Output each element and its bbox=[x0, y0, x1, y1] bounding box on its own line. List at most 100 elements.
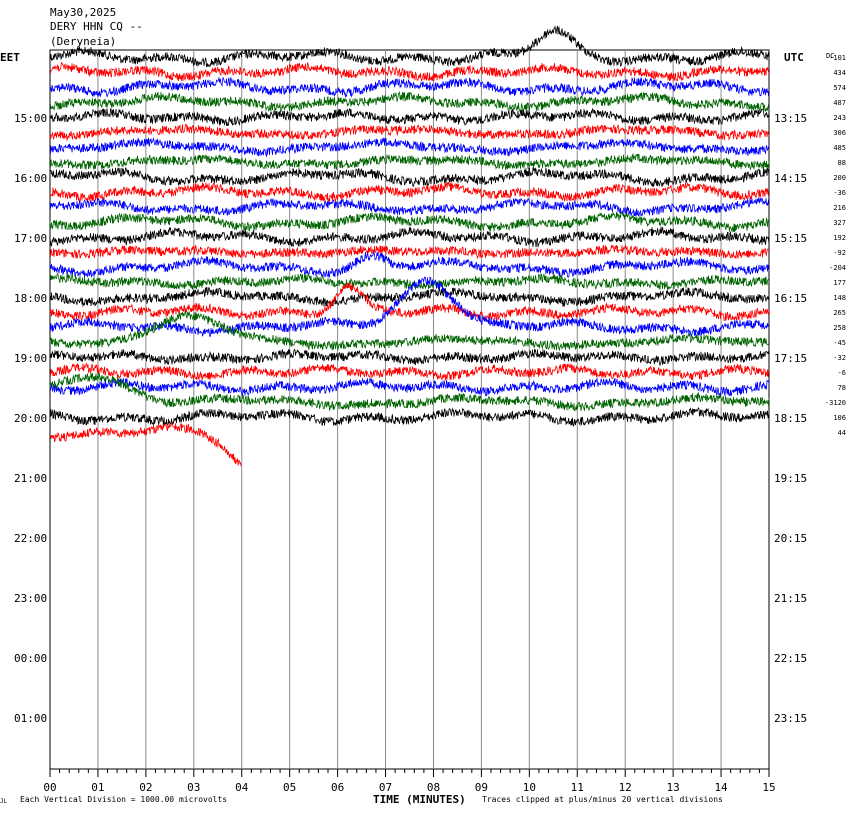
eet-hour-label: 20:00 bbox=[14, 412, 47, 425]
trace-2 bbox=[49, 76, 770, 99]
eet-hour-label: 01:00 bbox=[14, 712, 47, 725]
utc-hour-labels: 13:15 14:15 15:15 16:15 17:15 18:15 19:15 20:15… bbox=[774, 112, 807, 725]
trace-6 bbox=[49, 136, 770, 158]
x-tick-label: 13 bbox=[667, 781, 680, 794]
utc-hour-label: 20:15 bbox=[774, 532, 807, 545]
dc-offset-label: -32 bbox=[833, 354, 846, 362]
trace-16 bbox=[49, 286, 770, 308]
dc-offset-label: 78 bbox=[838, 384, 846, 392]
dc-offset-label: -204 bbox=[829, 264, 846, 272]
dc-offset-label: -101 bbox=[829, 54, 846, 62]
trace-0 bbox=[49, 25, 770, 68]
x-tick-label: 12 bbox=[619, 781, 632, 794]
utc-hour-label: 22:15 bbox=[774, 652, 807, 665]
eet-hour-label: 19:00 bbox=[14, 352, 47, 365]
utc-hour-label: 21:15 bbox=[774, 592, 807, 605]
x-tick-label: 09 bbox=[475, 781, 488, 794]
trace-8 bbox=[49, 167, 770, 188]
footer-clip-note: Traces clipped at plus/minus 20 vertical… bbox=[482, 795, 723, 804]
x-tick-label: 06 bbox=[331, 781, 344, 794]
footer-mark: JL bbox=[0, 798, 8, 805]
x-tick-label: 04 bbox=[235, 781, 249, 794]
eet-hour-label: 00:00 bbox=[14, 652, 47, 665]
eet-hour-label: 15:00 bbox=[14, 112, 47, 125]
utc-hour-label: 23:15 bbox=[774, 712, 807, 725]
header-date: May30,2025 bbox=[50, 6, 116, 19]
trace-23 bbox=[49, 372, 770, 412]
trace-14 bbox=[49, 250, 770, 279]
dc-offset-label: -92 bbox=[833, 249, 846, 257]
x-tick-label: 08 bbox=[427, 781, 440, 794]
dc-offset-label: 487 bbox=[833, 99, 846, 107]
trace-1 bbox=[49, 62, 770, 82]
trace-5 bbox=[49, 123, 770, 142]
dc-offset-label: -36 bbox=[833, 189, 846, 197]
trace-13 bbox=[49, 244, 770, 260]
dc-offset-label: 434 bbox=[833, 69, 846, 77]
trace-3 bbox=[49, 90, 770, 113]
eet-hour-label: 16:00 bbox=[14, 172, 47, 185]
dc-offset-label: 200 bbox=[833, 174, 846, 182]
utc-hour-label: 15:15 bbox=[774, 232, 807, 245]
dc-offset-label: 485 bbox=[833, 144, 846, 152]
header-station: DERY HHN CQ -- bbox=[50, 20, 143, 33]
trace-4 bbox=[49, 108, 770, 127]
timezone-left: EET bbox=[0, 51, 20, 64]
x-tick-label: 03 bbox=[187, 781, 200, 794]
utc-hour-label: 17:15 bbox=[774, 352, 807, 365]
eet-hour-labels: 15:00 16:00 17:00 18:00 19:00 20:00 21:00 22:00… bbox=[14, 112, 47, 725]
trace-10 bbox=[49, 197, 770, 217]
utc-hour-label: 14:15 bbox=[774, 172, 807, 185]
trace-12 bbox=[49, 226, 770, 248]
x-tick-label: 11 bbox=[571, 781, 584, 794]
x-tick-label: 07 bbox=[379, 781, 392, 794]
utc-hour-label: 16:15 bbox=[774, 292, 807, 305]
dc-label: DC bbox=[826, 52, 834, 60]
trace-17 bbox=[49, 282, 770, 322]
trace-15 bbox=[49, 273, 770, 290]
minute-grid bbox=[97, 50, 722, 769]
header-location: (Deryneia) bbox=[50, 35, 116, 48]
dc-offset-label: 177 bbox=[833, 279, 846, 287]
trace-18 bbox=[49, 276, 770, 338]
utc-hour-label: 13:15 bbox=[774, 112, 807, 125]
seismic-traces bbox=[49, 25, 770, 467]
dc-offset-label: 306 bbox=[833, 129, 846, 137]
x-tick-label: 00 bbox=[43, 781, 56, 794]
x-tick-label: 10 bbox=[523, 781, 536, 794]
dc-offset-label: -45 bbox=[833, 339, 846, 347]
eet-hour-label: 18:00 bbox=[14, 292, 47, 305]
dc-offset-label: 148 bbox=[833, 294, 846, 302]
x-tick-label: 05 bbox=[283, 781, 296, 794]
dc-offset-label: 265 bbox=[833, 309, 846, 317]
dc-offset-label: 44 bbox=[838, 429, 846, 437]
dc-offset-labels: -101 434 574 487 243 306 485 88 200 -36 216 327 192 -… bbox=[825, 54, 846, 437]
dc-offset-label: -6 bbox=[838, 369, 846, 377]
x-tick-label: 14 bbox=[714, 781, 728, 794]
eet-hour-label: 17:00 bbox=[14, 232, 47, 245]
timezone-right: UTC bbox=[784, 51, 804, 64]
utc-hour-label: 19:15 bbox=[774, 472, 807, 485]
trace-11 bbox=[49, 211, 770, 233]
trace-20 bbox=[49, 348, 770, 367]
dc-offset-label: 243 bbox=[833, 114, 846, 122]
dc-offset-label: 88 bbox=[838, 159, 846, 167]
trace-9 bbox=[49, 181, 770, 203]
trace-25 bbox=[49, 422, 242, 467]
dc-offset-label: 192 bbox=[833, 234, 846, 242]
utc-hour-label: 18:15 bbox=[774, 412, 807, 425]
trace-19 bbox=[49, 310, 770, 352]
dc-offset-label: -3120 bbox=[825, 399, 846, 407]
x-tick-label: 01 bbox=[91, 781, 104, 794]
x-axis-label: TIME (MINUTES) bbox=[373, 793, 466, 806]
trace-24 bbox=[49, 406, 770, 428]
x-tick-label: 15 bbox=[762, 781, 775, 794]
eet-hour-label: 22:00 bbox=[14, 532, 47, 545]
footer-scale-note: Each Vertical Division = 1000.00 microvo… bbox=[20, 795, 227, 804]
x-tick-label: 02 bbox=[139, 781, 152, 794]
trace-22 bbox=[49, 377, 770, 397]
dc-offset-label: 574 bbox=[833, 84, 846, 92]
plot-frame bbox=[49, 49, 770, 770]
x-axis: 00 01 02 03 04 05 06 07 08 09 10 11 12 13 14 15 bbox=[43, 769, 776, 794]
